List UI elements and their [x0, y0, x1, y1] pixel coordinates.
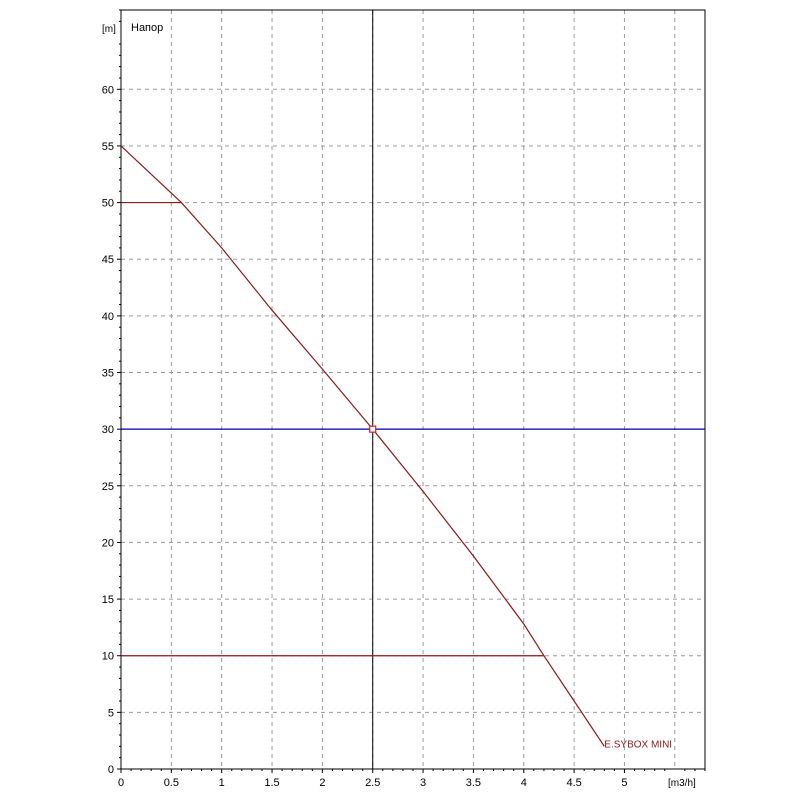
x-tick-label: 2 — [319, 777, 325, 789]
series-line-esybox-mini — [120, 145, 605, 747]
y-tick-label: 50 — [102, 198, 114, 210]
x-axis-unit-label: [m3/h] — [668, 778, 696, 789]
y-tick-label: 25 — [102, 481, 114, 493]
series-lines — [120, 145, 605, 747]
reference-lines — [121, 10, 705, 769]
x-tick-label: 3.5 — [466, 777, 481, 789]
y-tick-label: 15 — [102, 594, 114, 606]
x-tick-label: 0 — [118, 777, 124, 789]
y-tick-label: 10 — [102, 651, 114, 663]
y-tick-label: 40 — [102, 311, 114, 323]
y-tick-label: 60 — [102, 84, 114, 96]
operating-point-marker — [369, 425, 377, 433]
y-tick-label: 55 — [102, 141, 114, 153]
y-tick-label: 30 — [102, 424, 114, 436]
y-tick-label: 45 — [102, 254, 114, 266]
x-tick-label: 0.5 — [164, 777, 179, 789]
chart-title: Напор — [131, 22, 163, 34]
y-tick-label: 35 — [102, 368, 114, 380]
x-tick-label: 3 — [420, 777, 426, 789]
x-tick-label: 2.5 — [365, 777, 380, 789]
y-tick-label: 5 — [108, 707, 114, 719]
y-tick-label: 20 — [102, 537, 114, 549]
x-tick-label: 1.5 — [264, 777, 279, 789]
y-axis-unit-label: [m] — [102, 24, 116, 35]
x-tick-label: 4 — [521, 777, 527, 789]
y-tick-label: 0 — [108, 764, 114, 776]
x-tick-label: 1 — [219, 777, 225, 789]
x-tick-label: 5 — [621, 777, 627, 789]
x-tick-label: 4.5 — [566, 777, 581, 789]
series-label-esybox-mini: E.SYBOX MINI — [604, 739, 672, 750]
